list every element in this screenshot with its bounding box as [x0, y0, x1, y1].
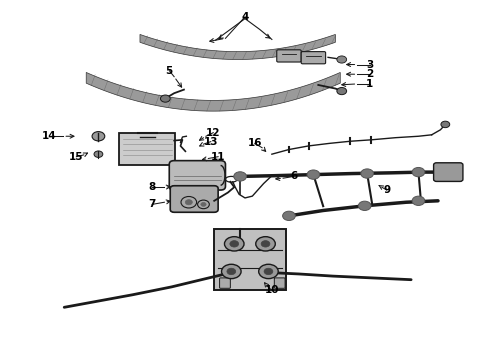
- Text: 3: 3: [366, 59, 373, 69]
- Text: 10: 10: [265, 285, 279, 296]
- Circle shape: [337, 56, 346, 63]
- Text: 16: 16: [247, 139, 262, 148]
- Circle shape: [185, 200, 193, 205]
- Circle shape: [259, 264, 278, 279]
- FancyBboxPatch shape: [274, 278, 285, 288]
- Text: 11: 11: [211, 152, 225, 162]
- Polygon shape: [86, 72, 340, 111]
- Text: 2: 2: [366, 69, 373, 79]
- FancyBboxPatch shape: [170, 186, 218, 212]
- Circle shape: [224, 237, 244, 251]
- Text: 7: 7: [148, 199, 156, 210]
- Circle shape: [264, 268, 273, 275]
- Text: 1: 1: [366, 79, 373, 89]
- Circle shape: [358, 201, 371, 211]
- Circle shape: [230, 240, 239, 247]
- Text: 8: 8: [148, 182, 156, 192]
- Circle shape: [221, 264, 241, 279]
- Circle shape: [234, 172, 246, 181]
- Text: 4: 4: [241, 12, 249, 22]
- FancyBboxPatch shape: [220, 278, 230, 288]
- Circle shape: [283, 211, 295, 221]
- Text: 13: 13: [203, 137, 218, 147]
- Text: 15: 15: [69, 152, 84, 162]
- Circle shape: [201, 202, 206, 206]
- FancyBboxPatch shape: [169, 161, 225, 190]
- Text: 9: 9: [383, 185, 390, 195]
- Circle shape: [256, 237, 275, 251]
- FancyBboxPatch shape: [277, 50, 301, 62]
- Circle shape: [337, 87, 346, 95]
- Circle shape: [261, 240, 270, 247]
- Text: 12: 12: [206, 128, 220, 138]
- Text: 14: 14: [42, 131, 57, 141]
- Circle shape: [441, 121, 450, 128]
- Text: 5: 5: [166, 66, 173, 76]
- FancyBboxPatch shape: [120, 133, 175, 165]
- Circle shape: [94, 151, 103, 157]
- Circle shape: [92, 132, 105, 141]
- FancyBboxPatch shape: [214, 229, 286, 291]
- Circle shape: [307, 170, 320, 179]
- Circle shape: [361, 169, 373, 178]
- Circle shape: [160, 95, 170, 102]
- Circle shape: [227, 268, 236, 275]
- FancyBboxPatch shape: [301, 51, 326, 64]
- FancyBboxPatch shape: [434, 163, 463, 181]
- Circle shape: [412, 196, 425, 206]
- Text: 6: 6: [290, 171, 297, 181]
- Polygon shape: [140, 35, 335, 59]
- Circle shape: [412, 167, 425, 177]
